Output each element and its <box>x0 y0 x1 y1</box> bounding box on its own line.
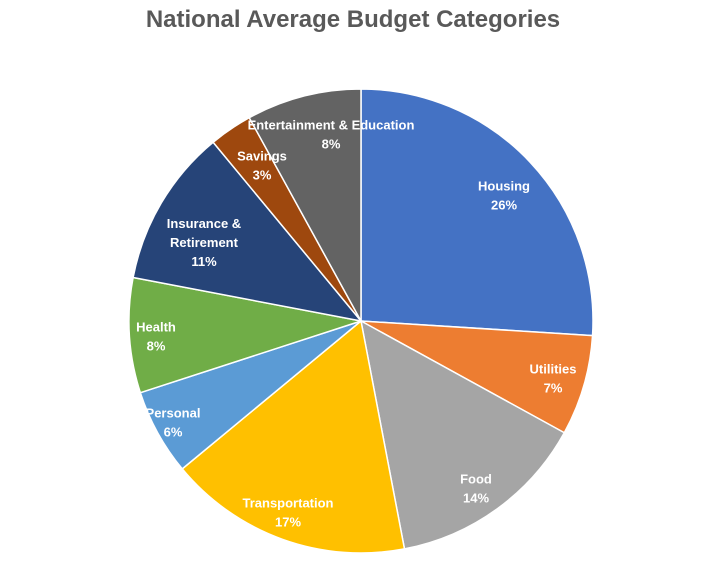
data-label-category: Personal <box>146 406 201 421</box>
data-label-category: Savings <box>237 149 287 164</box>
pie-slice-food <box>359 319 566 550</box>
data-label-category: Utilities <box>530 362 577 377</box>
data-label-percent: 7% <box>544 381 563 396</box>
pie-slice-entertainment-education <box>248 88 362 322</box>
pie-slice-health <box>128 276 362 394</box>
data-label: Health 8% <box>136 320 176 354</box>
data-label-percent: 8% <box>147 339 166 354</box>
data-label: Entertainment & Education 8% <box>248 118 415 152</box>
data-label-percent: 6% <box>164 425 183 440</box>
data-label: Insurance & Retirement 11% <box>167 216 241 269</box>
data-label: Utilities 7% <box>530 362 577 396</box>
data-label-category: Retirement <box>170 235 239 250</box>
pie-slice-housing <box>360 88 594 337</box>
data-label: Housing 26% <box>478 179 530 213</box>
data-label-category: Insurance & <box>167 216 241 231</box>
data-label-category: Housing <box>478 179 530 194</box>
data-label-category: Health <box>136 320 176 335</box>
data-label: Savings 3% <box>237 149 287 183</box>
data-label-percent: 14% <box>463 491 489 506</box>
data-label: Food 14% <box>460 472 492 506</box>
pie-slice-utilities <box>360 320 594 434</box>
data-label-percent: 17% <box>275 515 301 530</box>
data-label: Personal 6% <box>146 406 201 440</box>
pie-slice-insurance-retirement <box>132 141 363 323</box>
data-label-percent: 8% <box>322 137 341 152</box>
data-label-percent: 26% <box>491 198 517 213</box>
pie-slice-transportation <box>181 319 406 554</box>
data-label: Transportation 17% <box>242 496 333 530</box>
data-label-category: Transportation <box>242 496 333 511</box>
data-label-percent: 11% <box>191 254 217 269</box>
data-label-percent: 3% <box>253 168 272 183</box>
data-label-category: Food <box>460 472 492 487</box>
chart-title: National Average Budget Categories <box>145 6 561 33</box>
data-label-category: Entertainment & Education <box>248 118 415 133</box>
